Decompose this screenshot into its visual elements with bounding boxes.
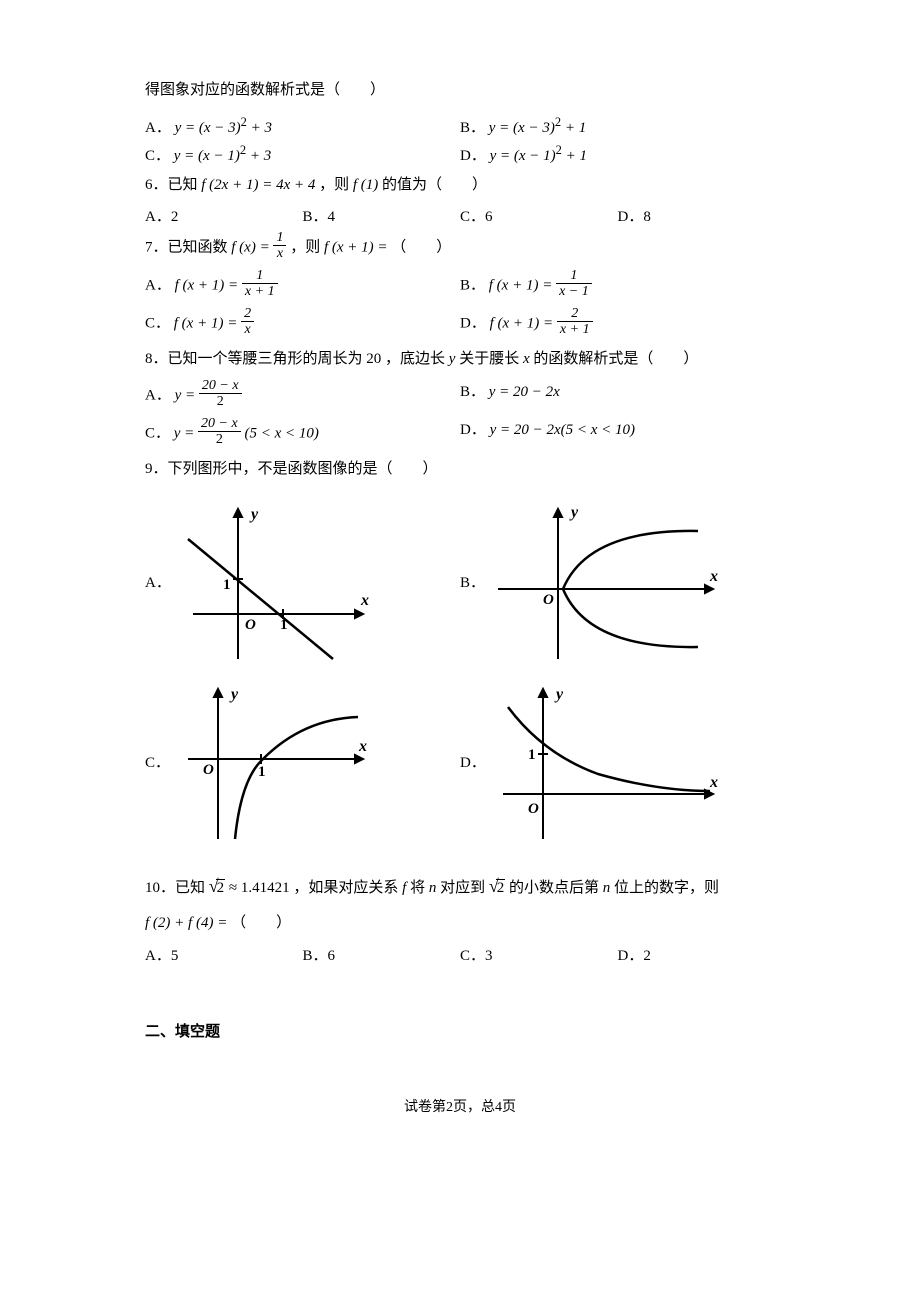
q6-optB: B．4	[303, 205, 461, 226]
q5-optB: B． y = (x − 3)2 + 1	[460, 115, 775, 137]
q10-opts: A．5 B．6 C．3 D．2	[145, 944, 775, 965]
svg-text:y: y	[569, 504, 579, 521]
graph-B-svg: x y O	[488, 499, 723, 664]
q7-stem: 7．已知函数 f (x) = 1x ，则 f (x + 1) = （ ）	[145, 232, 775, 264]
q9-graph-A: A． x y O 1 1	[145, 499, 460, 664]
q5-opts-row1: A． y = (x − 3)2 + 3 B． y = (x − 3)2 + 1	[145, 115, 775, 137]
q8-optC: C． y = 20 − x2 (5 < x < 10)	[145, 418, 460, 450]
q6-stem: 6．已知 f (2x + 1) = 4x + 4 ，则 f (1) 的值为（ ）	[145, 171, 775, 200]
svg-text:1: 1	[223, 577, 231, 593]
q6-opts: A．2 B．4 C．6 D．8	[145, 205, 775, 226]
q10-optD: D．2	[618, 944, 776, 965]
svg-text:y: y	[229, 686, 239, 703]
q10-stem-line1: 10．已知 √2 ≈ 1.41421 ，如果对应关系 f 将 n 对应到 √2 …	[145, 869, 775, 903]
q7-optD: D． f (x + 1) = 2x + 1	[460, 308, 775, 340]
q8-optB: B． y = 20 − 2x	[460, 380, 775, 412]
q10-optC: C．3	[460, 944, 618, 965]
q6-optA: A．2	[145, 205, 303, 226]
graph-D-svg: x y O 1	[488, 679, 723, 844]
svg-text:y: y	[554, 686, 564, 703]
q7-optB: B． f (x + 1) = 1x − 1	[460, 270, 775, 302]
q5-optA: A． y = (x − 3)2 + 3	[145, 115, 460, 137]
q10-optB: B．6	[303, 944, 461, 965]
svg-text:x: x	[709, 774, 718, 791]
q9-graph-B: B． x y O	[460, 499, 775, 664]
svg-text:O: O	[543, 592, 554, 608]
q7-optC: C． f (x + 1) = 2x	[145, 308, 460, 340]
q9-graph-D: D． x y O 1	[460, 679, 775, 844]
page-footer: 试卷第2页，总4页	[145, 1096, 775, 1116]
q5-optC: C． y = (x − 1)2 + 3	[145, 143, 460, 165]
graph-A-svg: x y O 1 1	[173, 499, 373, 664]
q10-stem-line2: f (2) + f (4) = （ ）	[145, 909, 775, 938]
svg-text:1: 1	[528, 747, 536, 763]
q8-opts-row1: A． y = 20 − x2 B． y = 20 − 2x	[145, 380, 775, 412]
svg-text:x: x	[709, 568, 718, 585]
section-2-header: 二、填空题	[145, 1020, 775, 1041]
svg-text:O: O	[245, 617, 256, 633]
q8-optD: D． y = 20 − 2x(5 < x < 10)	[460, 418, 775, 450]
svg-text:O: O	[528, 801, 539, 817]
q5-optD: D． y = (x − 1)2 + 1	[460, 143, 775, 165]
q7-opts-row1: A． f (x + 1) = 1x + 1 B． f (x + 1) = 1x …	[145, 270, 775, 302]
svg-text:x: x	[358, 738, 367, 755]
q9-graph-C: C． x y O 1	[145, 679, 460, 844]
graph-C-svg: x y O 1	[173, 679, 373, 844]
q7-optA: A． f (x + 1) = 1x + 1	[145, 270, 460, 302]
svg-text:1: 1	[258, 764, 266, 780]
q9-stem: 9．下列图形中，不是函数图像的是（ ）	[145, 455, 775, 484]
q5-intro: 得图象对应的函数解析式是（ ）	[145, 76, 775, 105]
q6-optC: C．6	[460, 205, 618, 226]
page-content: 得图象对应的函数解析式是（ ） A． y = (x − 3)2 + 3 B． y…	[0, 0, 920, 1156]
svg-text:x: x	[360, 592, 369, 609]
q7-opts-row2: C． f (x + 1) = 2x D． f (x + 1) = 2x + 1	[145, 308, 775, 340]
q9-graphs: A． x y O 1 1 B．	[145, 499, 775, 859]
q8-opts-row2: C． y = 20 − x2 (5 < x < 10) D． y = 20 − …	[145, 418, 775, 450]
svg-text:y: y	[249, 506, 259, 523]
q6-optD: D．8	[618, 205, 776, 226]
q8-stem: 8．已知一个等腰三角形的周长为 20 ，底边长 y 关于腰长 x 的函数解析式是…	[145, 345, 775, 374]
q10-optA: A．5	[145, 944, 303, 965]
svg-text:O: O	[203, 762, 214, 778]
q5-opts-row2: C． y = (x − 1)2 + 3 D． y = (x − 1)2 + 1	[145, 143, 775, 165]
q8-optA: A． y = 20 − x2	[145, 380, 460, 412]
